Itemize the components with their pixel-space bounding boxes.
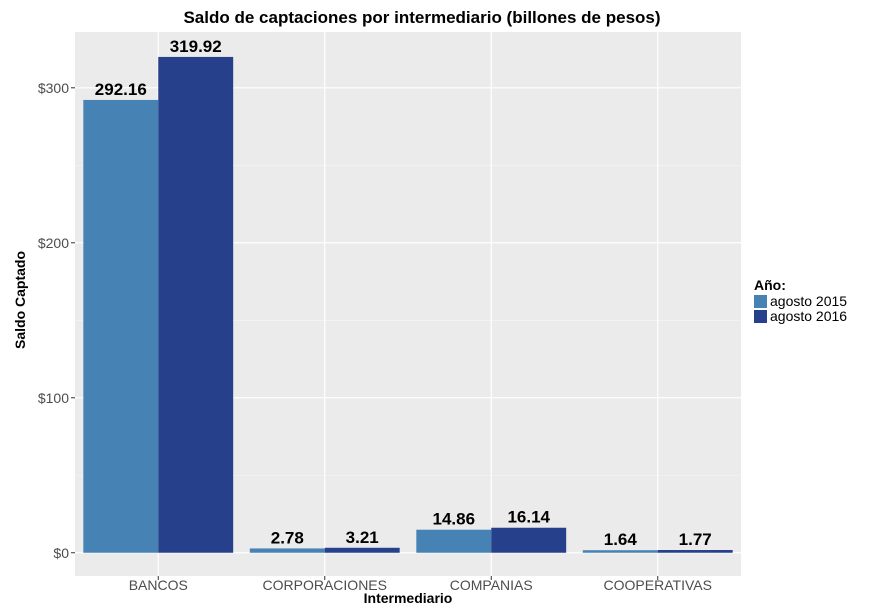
chart-title: Saldo de captaciones por intermediario (… <box>183 8 660 27</box>
bar <box>582 550 658 553</box>
bar <box>324 547 400 553</box>
bar <box>158 56 234 553</box>
legend-title: Año: <box>754 277 786 293</box>
data-label: 3.21 <box>346 528 379 547</box>
y-axis: $0 $100 $200 $300 <box>38 80 75 561</box>
x-axis-title: Intermediario <box>364 590 453 605</box>
x-tick-label: BANCOS <box>129 577 188 593</box>
legend-swatch <box>754 295 767 308</box>
bar <box>249 548 325 553</box>
data-label: 292.16 <box>95 80 147 99</box>
legend-label: agosto 2015 <box>770 293 847 309</box>
legend-label: agosto 2016 <box>770 308 847 324</box>
y-tick-label: $200 <box>38 235 69 251</box>
legend-swatch <box>754 310 767 323</box>
data-label: 14.86 <box>433 510 476 529</box>
bar <box>416 529 492 553</box>
x-tick-label: COMPANIAS <box>450 577 533 593</box>
y-axis-title: Saldo Captado <box>12 251 28 349</box>
data-label: 1.77 <box>679 530 712 549</box>
bars <box>83 56 733 553</box>
data-label: 319.92 <box>170 37 222 56</box>
data-labels: 292.16 2.78 14.86 1.64 319.92 3.21 16.14 1.77 <box>95 37 712 549</box>
x-tick-label: CORPORACIONES <box>263 577 387 593</box>
data-label: 16.14 <box>507 508 550 527</box>
x-axis: BANCOS CORPORACIONES COMPANIAS COOPERATIVAS <box>129 576 712 593</box>
x-tick-label: COOPERATIVAS <box>604 577 712 593</box>
bar <box>83 99 159 553</box>
data-label: 2.78 <box>271 528 304 547</box>
bar <box>491 527 567 553</box>
y-tick-label: $300 <box>38 80 69 96</box>
y-tick-label: $100 <box>38 390 69 406</box>
bar <box>657 550 733 553</box>
y-tick-label: $0 <box>53 545 69 561</box>
data-label: 1.64 <box>604 530 638 549</box>
